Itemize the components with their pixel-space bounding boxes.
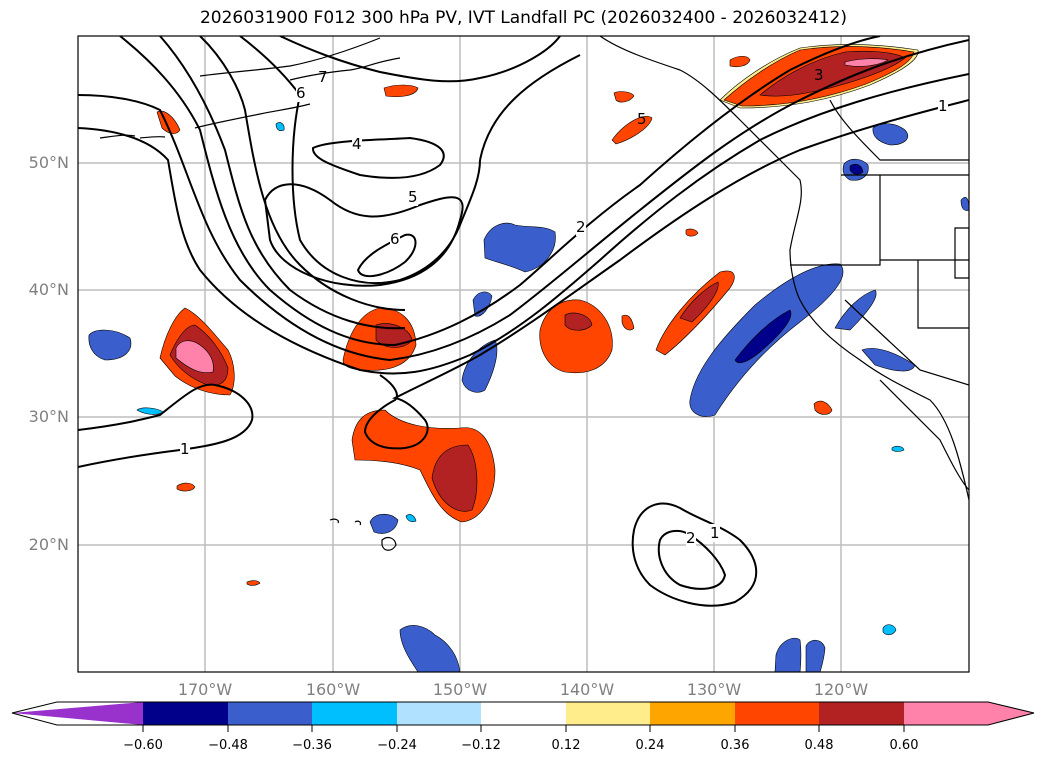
colorbar-bin — [650, 702, 735, 725]
colorbar-bin — [819, 702, 904, 725]
contour-label: 5 — [408, 188, 418, 206]
contour-label: 2 — [576, 218, 586, 236]
contour-label: 6 — [390, 230, 400, 248]
colorbar-bin — [312, 702, 397, 725]
colorbar-tick-label: −0.12 — [461, 738, 501, 753]
contour-label: 5 — [637, 110, 647, 128]
colorbar-bin — [566, 702, 650, 725]
contour-label: 4 — [352, 135, 362, 153]
map-title: 2026031900 F012 300 hPa PV, IVT Landfall… — [199, 8, 847, 28]
lon-label-160w: 160°W — [305, 680, 361, 699]
lon-label-150w: 150°W — [432, 680, 488, 699]
lon-label-120w: 120°W — [813, 680, 869, 699]
colorbar-tick-label: −0.48 — [208, 738, 248, 753]
colorbar-extend-high — [904, 702, 1034, 725]
map-area — [78, 36, 969, 672]
contour-label: 2 — [686, 529, 696, 547]
lon-label-140w: 140°W — [559, 680, 615, 699]
colorbar-tick-label: 0.24 — [635, 738, 665, 753]
colorbar-tick-label: −0.60 — [123, 738, 163, 753]
colorbar-tick-label: −0.24 — [377, 738, 417, 753]
colorbar-bin — [228, 702, 312, 725]
lat-label-30n: 30°N — [28, 407, 69, 426]
colorbar-tick-label: 0.60 — [889, 738, 919, 753]
colorbar-bin — [397, 702, 481, 725]
contour-label: 1 — [710, 524, 720, 542]
contour-label: 7 — [318, 68, 328, 86]
lon-label-130w: 130°W — [686, 680, 742, 699]
map-frame — [77, 35, 970, 673]
colorbar-tick-label: −0.36 — [292, 738, 332, 753]
colorbar-bin — [481, 702, 566, 725]
colorbar-tick-label: 0.48 — [804, 738, 834, 753]
coastlines — [99, 36, 969, 551]
colorbar-bin — [143, 702, 228, 725]
pv-contours — [78, 36, 969, 607]
colorbar-bin — [735, 702, 819, 725]
contour-label: 1 — [938, 97, 948, 115]
lat-label-20n: 20°N — [28, 535, 69, 554]
contour-label: 1 — [180, 440, 190, 458]
gridlines — [78, 36, 969, 672]
contour-label: 6 — [296, 84, 306, 102]
lon-label-170w: 170°W — [177, 680, 233, 699]
colorbar-tick-label: 0.12 — [551, 738, 581, 753]
lat-label-50n: 50°N — [28, 153, 69, 172]
contour-label: 3 — [814, 66, 824, 84]
lat-label-40n: 40°N — [28, 280, 69, 299]
colorbar — [11, 701, 1035, 732]
colorbar-tick-label: 0.36 — [720, 738, 750, 753]
colorbar-extend-low — [12, 702, 143, 725]
